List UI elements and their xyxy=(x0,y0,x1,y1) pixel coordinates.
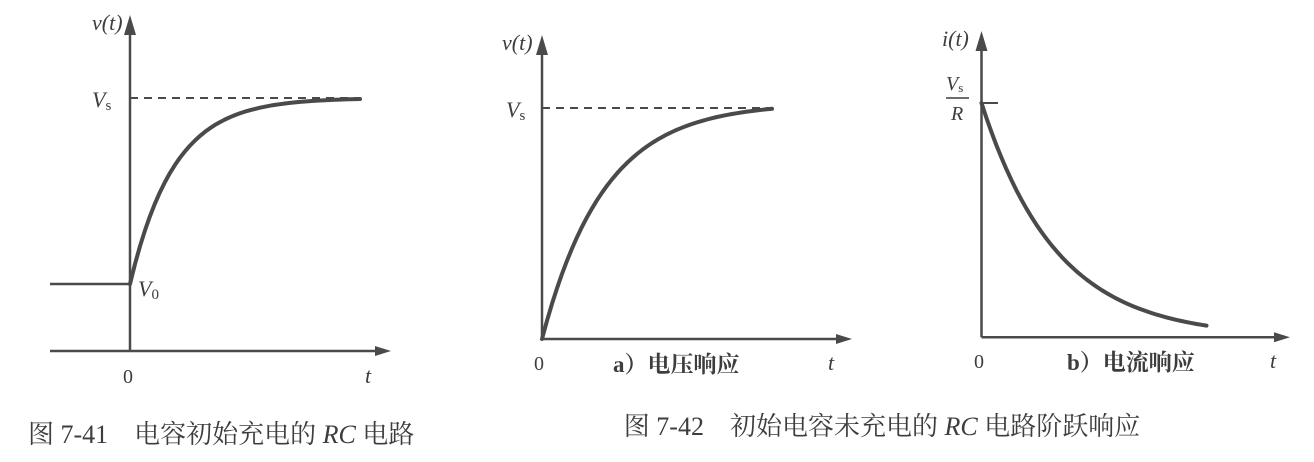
svg-text:a）电压响应: a）电压响应 xyxy=(613,352,740,377)
svg-text:i(t): i(t) xyxy=(942,26,969,51)
svg-text:t: t xyxy=(365,363,372,388)
svg-text:图 7-41 电容初始充电的 RC 电路: 图 7-41 电容初始充电的 RC 电路 xyxy=(28,420,414,449)
svg-text:V0: V0 xyxy=(138,276,159,303)
svg-text:Vs: Vs xyxy=(92,87,111,114)
svg-text:v(t): v(t) xyxy=(92,10,123,35)
svg-text:R: R xyxy=(950,103,963,125)
svg-text:v(t): v(t) xyxy=(502,30,533,55)
svg-text:Vs: Vs xyxy=(946,73,963,95)
svg-text:b）电流响应: b）电流响应 xyxy=(1067,350,1195,375)
svg-text:Vs: Vs xyxy=(506,97,525,124)
svg-text:0: 0 xyxy=(974,351,984,373)
svg-text:t: t xyxy=(1270,348,1277,373)
svg-text:0: 0 xyxy=(123,366,133,388)
svg-text:0: 0 xyxy=(534,353,544,375)
svg-text:t: t xyxy=(828,350,835,375)
